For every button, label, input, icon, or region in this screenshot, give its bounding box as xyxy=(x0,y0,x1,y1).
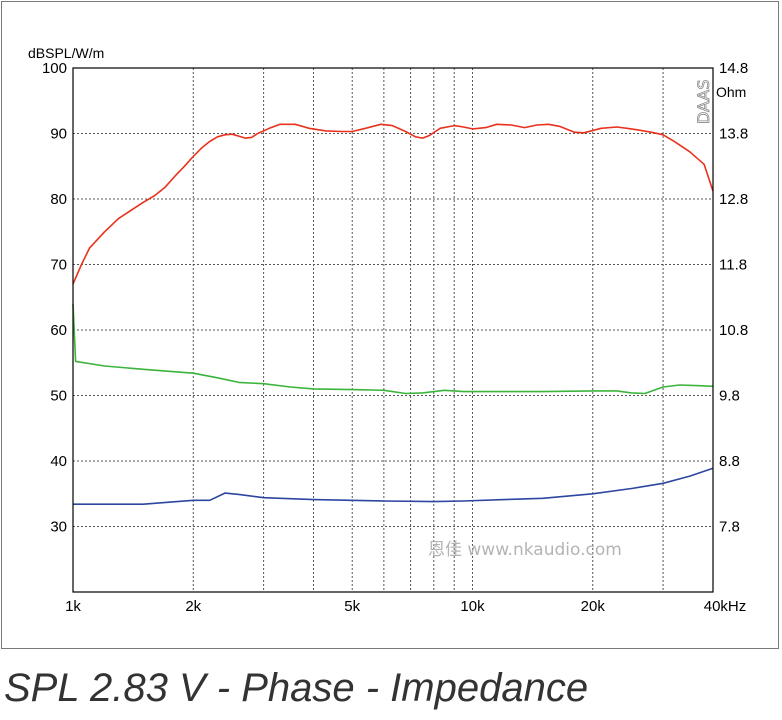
left-tick-label: 50 xyxy=(50,388,67,405)
series-layer xyxy=(72,123,714,506)
right-tick-label: 11.8 xyxy=(719,257,747,274)
spl-impedance-chart: 30 40 50 60 70 80 90 100 7.8 8.8 9.8 10.8 11.8 12.8 13… xyxy=(28,45,748,615)
tick-labels: 30 40 50 60 70 80 90 100 7.8 8.8 9.8 10.8 11.8 12.8 13… xyxy=(42,60,748,615)
left-tick-label: 90 xyxy=(50,126,67,143)
x-tick-label: 1k xyxy=(65,598,81,615)
left-tick-label: 70 xyxy=(50,257,67,274)
series-line-1 xyxy=(72,123,714,285)
watermark: 恩佳 www.nkaudio.com xyxy=(428,540,622,560)
x-tick-label: 2k xyxy=(185,598,201,615)
grid xyxy=(72,67,714,592)
right-tick-label: 8.8 xyxy=(719,453,740,470)
chart-caption: SPL 2.83 V - Phase - Impedance xyxy=(4,666,589,710)
series-line-2 xyxy=(72,303,714,395)
right-tick-label: 13.8 xyxy=(719,126,748,143)
brand-mark: DAAS xyxy=(694,79,713,124)
right-tick-label: 7.8 xyxy=(719,519,740,536)
left-tick-label: 60 xyxy=(50,322,67,339)
left-tick-label: 40 xyxy=(50,453,67,470)
left-tick-label: 80 xyxy=(50,191,67,208)
chart-frame: 30 40 50 60 70 80 90 100 7.8 8.8 9.8 10.8 11.8 12.8 13… xyxy=(1,1,779,649)
right-tick-label: 12.8 xyxy=(719,191,748,208)
x-tick-label: 40kHz xyxy=(704,598,747,615)
right-axis-label: Ohm xyxy=(716,84,746,100)
left-tick-label: 100 xyxy=(42,60,67,77)
x-tick-label: 20k xyxy=(581,598,606,615)
right-tick-label: 14.8 xyxy=(719,60,748,77)
left-tick-label: 30 xyxy=(50,519,67,536)
right-tick-label: 10.8 xyxy=(719,322,748,339)
plot-border xyxy=(72,67,714,593)
left-axis-label: dBSPL/W/m xyxy=(28,45,104,61)
series-line-3 xyxy=(73,467,714,506)
right-tick-label: 9.8 xyxy=(719,388,740,405)
x-tick-label: 10k xyxy=(460,598,485,615)
x-tick-label: 5k xyxy=(344,598,360,615)
